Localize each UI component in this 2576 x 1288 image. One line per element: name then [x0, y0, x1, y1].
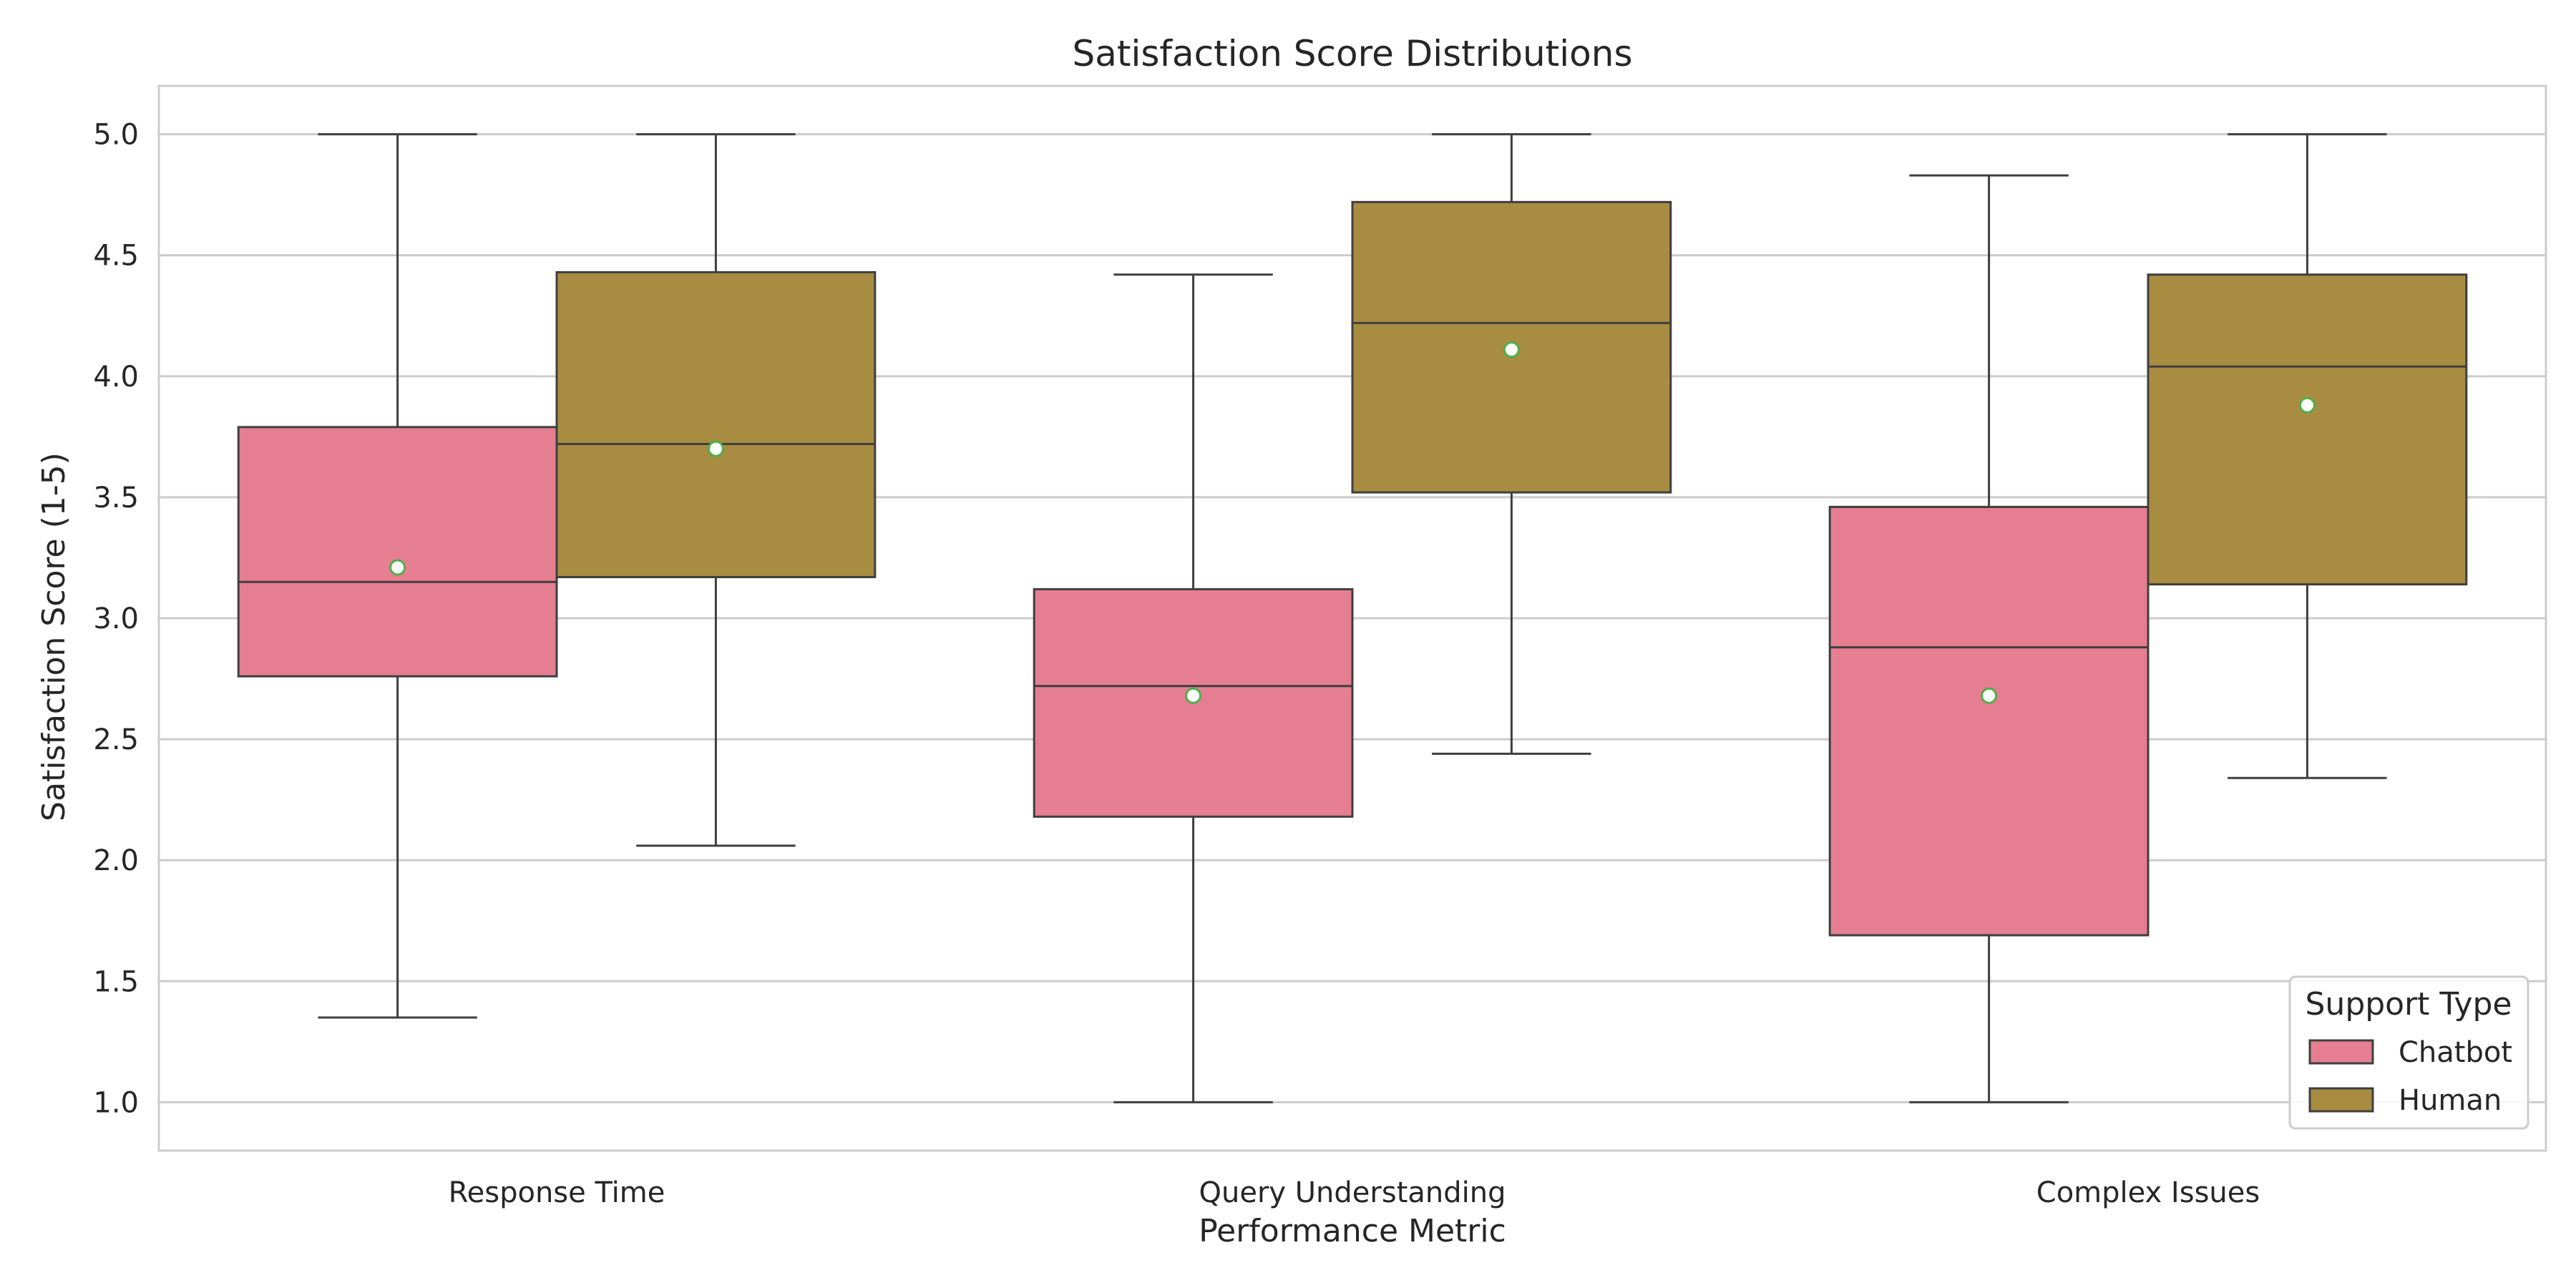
legend-title: Support Type	[2306, 986, 2512, 1023]
box-chatbot-0	[237, 133, 558, 1019]
y-tick-label: 1.0	[93, 1086, 139, 1119]
mean-marker	[1185, 687, 1202, 704]
tick-labels: 1.0 1.5 2.0 2.5 3.0 3.5 4.0 4.5 5.0 Response Time…	[93, 119, 2260, 1209]
box-groups	[237, 133, 2468, 1103]
iqr-box	[1828, 505, 2150, 937]
y-tick-label: 5.0	[93, 119, 139, 152]
iqr-box	[237, 426, 558, 678]
y-tick-label: 4.0	[93, 361, 139, 394]
legend-swatch-human	[2308, 1087, 2374, 1113]
y-tick-label: 1.5	[93, 965, 139, 998]
chart-title: Satisfaction Score Distributions	[1072, 33, 1632, 74]
y-tick-label: 2.0	[93, 844, 139, 877]
legend-swatch-chatbot	[2308, 1039, 2374, 1065]
y-tick-label: 3.0	[93, 602, 139, 635]
mean-marker	[1503, 341, 1520, 358]
legend-label-human: Human	[2399, 1084, 2502, 1117]
box-human-2	[2147, 133, 2468, 779]
mean-marker	[707, 440, 724, 457]
iqr-box	[2147, 273, 2468, 586]
mean-marker	[389, 559, 406, 576]
legend-label-chatbot: Chatbot	[2399, 1036, 2512, 1069]
plot-frame	[157, 84, 2547, 1152]
x-tick-label: Response Time	[449, 1176, 665, 1209]
mean-marker	[1981, 687, 1998, 704]
legend: Support Type Chatbot Human	[2288, 975, 2529, 1130]
box-chatbot-2	[1828, 174, 2150, 1103]
mean-marker	[2298, 396, 2316, 414]
y-tick-label: 4.5	[93, 240, 139, 273]
y-tick-label: 3.5	[93, 482, 139, 514]
box-human-0	[555, 133, 877, 847]
iqr-box	[555, 270, 877, 579]
x-axis-label: Performance Metric	[1199, 1213, 1506, 1249]
box-human-1	[1351, 133, 1672, 755]
y-tick-label: 2.5	[93, 723, 139, 756]
x-tick-label: Query Understanding	[1199, 1176, 1506, 1209]
x-tick-label: Complex Issues	[2036, 1176, 2260, 1209]
box-chatbot-1	[1033, 273, 1354, 1103]
y-axis-label: Satisfaction Score (1-5)	[36, 452, 72, 821]
